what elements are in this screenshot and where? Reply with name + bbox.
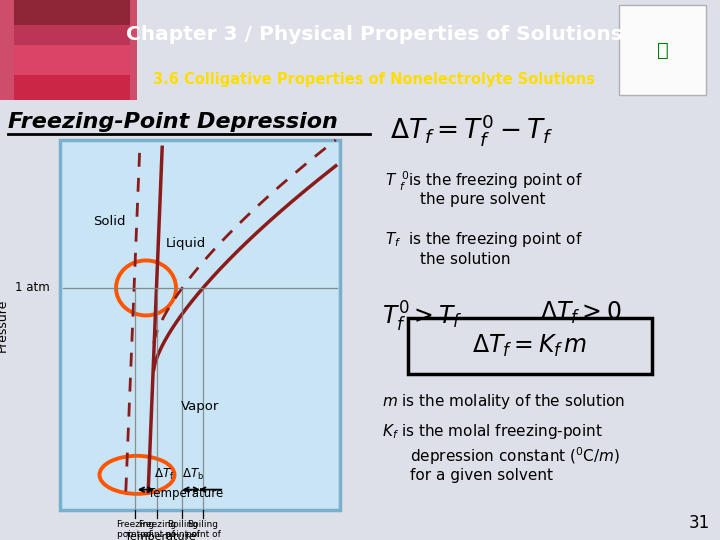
Text: 3.6 Colligative Properties of Nonelectrolyte Solutions: 3.6 Colligative Properties of Nonelectro… [153,72,595,87]
Text: $T\ _f^{\,0}$is the freezing point of: $T\ _f^{\,0}$is the freezing point of [385,170,583,193]
Text: Liquid: Liquid [166,237,206,250]
Text: Temperature: Temperature [148,488,224,501]
Text: 1 atm: 1 atm [15,281,50,294]
Text: Pressure: Pressure [0,298,9,352]
Text: Freezing
point of
water: Freezing point of water [138,520,176,540]
Text: Vapor: Vapor [181,400,219,413]
Text: $\Delta T_f > 0$: $\Delta T_f > 0$ [540,300,621,326]
Bar [14,75,130,100]
Text: for a given solvent: for a given solvent [410,468,553,483]
Bar [14,25,130,45]
Text: Boiling
point of
water: Boiling point of water [186,520,220,540]
Bar [0,0,137,100]
Text: Solid: Solid [94,215,126,228]
Bar [619,5,706,95]
Text: $m$ is the molality of the solution: $m$ is the molality of the solution [382,392,625,411]
Text: 🏺: 🏺 [657,40,668,59]
Text: $\Delta T_\mathrm{b}$: $\Delta T_\mathrm{b}$ [181,467,204,482]
Text: Temperature: Temperature [125,532,196,540]
Text: $\Delta T_f = T_f^0 - T_f$: $\Delta T_f = T_f^0 - T_f$ [390,112,554,148]
Text: 31: 31 [689,514,710,532]
Text: the pure solvent: the pure solvent [420,192,546,207]
Text: $T_f^0 > T_f$: $T_f^0 > T_f$ [382,300,463,334]
Text: $\Delta T_f = K_f\, m$: $\Delta T_f = K_f\, m$ [472,333,588,359]
Text: Chapter 3 / Physical Properties of Solutions: Chapter 3 / Physical Properties of Solut… [126,25,623,44]
Bar [14,45,130,75]
Text: $K_f$ is the molal freezing-point: $K_f$ is the molal freezing-point [382,422,603,441]
Text: the solution: the solution [420,252,510,267]
Text: depression constant ($^0$C/$m$): depression constant ($^0$C/$m$) [410,445,620,467]
Text: $T_f$  is the freezing point of: $T_f$ is the freezing point of [385,230,582,249]
Bar [60,140,340,510]
Bar [14,0,130,25]
Text: $\Delta T_\mathrm{f}$: $\Delta T_\mathrm{f}$ [154,467,174,482]
Text: Boiling
point of
solution: Boiling point of solution [164,520,200,540]
Text: Freezing-Point Depression: Freezing-Point Depression [8,112,338,132]
Text: Freezing
point of
solution: Freezing point of solution [116,520,154,540]
FancyBboxPatch shape [408,318,652,374]
